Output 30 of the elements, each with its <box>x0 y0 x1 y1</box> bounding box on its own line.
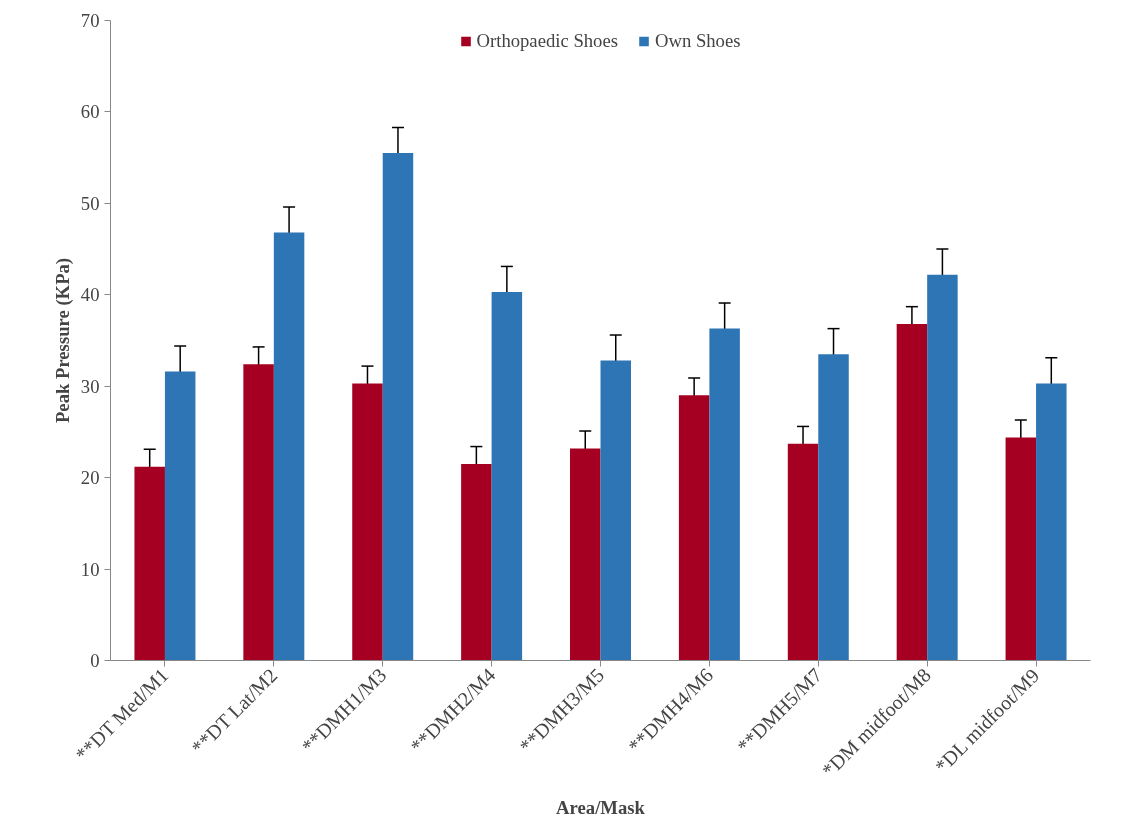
legend-label: Own Shoes <box>654 30 741 52</box>
y-tick-label: 60 <box>80 101 100 123</box>
y-tick-label: 0 <box>90 650 100 671</box>
y-tick-label: 30 <box>80 375 100 397</box>
y-axis-title: Peak Pressure (KPa) <box>51 257 74 424</box>
bar <box>164 371 196 661</box>
y-tick-label: 50 <box>80 192 100 214</box>
bar <box>818 354 849 661</box>
bar <box>382 153 414 661</box>
y-tick-label: 20 <box>80 467 100 489</box>
bar <box>570 448 601 661</box>
bar <box>678 395 710 661</box>
y-tick-label: 10 <box>80 558 100 580</box>
bar <box>461 463 492 661</box>
bar <box>709 328 740 661</box>
bar <box>1005 437 1037 661</box>
bar <box>134 466 165 661</box>
bar <box>273 232 305 661</box>
y-tick-label: 40 <box>80 284 100 306</box>
bar <box>1036 383 1067 661</box>
y-tick-label: 70 <box>80 10 100 31</box>
bar <box>352 383 383 661</box>
bar <box>896 324 928 661</box>
bar <box>600 360 631 661</box>
bar <box>927 274 958 661</box>
x-axis-title: Area/Mask <box>556 796 646 818</box>
bar <box>243 364 274 661</box>
bar <box>787 443 819 661</box>
bar <box>491 292 523 661</box>
legend-label: Orthopaedic Shoes <box>476 30 618 52</box>
